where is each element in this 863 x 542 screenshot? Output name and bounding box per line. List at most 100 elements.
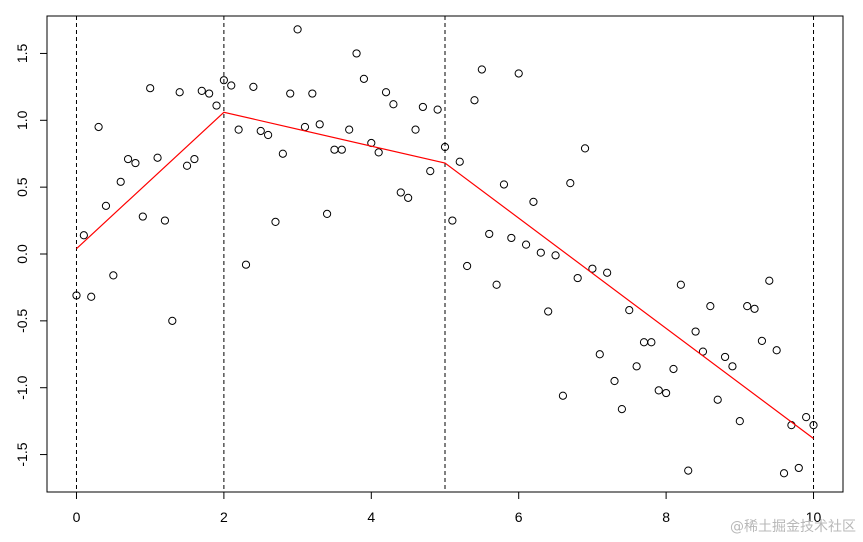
data-point [558, 391, 568, 400]
data-point [101, 201, 111, 210]
x-tick-label: 2 [220, 509, 228, 525]
x-tick-label: 4 [367, 509, 375, 525]
data-point [234, 125, 243, 134]
data-point [227, 81, 236, 90]
data-point [617, 405, 626, 414]
data-point [168, 316, 177, 325]
data-point [264, 130, 273, 140]
data-point [330, 145, 339, 154]
y-tick-label: 0.5 [14, 177, 30, 197]
x-tick-label: 10 [806, 509, 822, 525]
data-point [647, 338, 656, 347]
data-point [610, 376, 619, 386]
x-tick-label: 8 [662, 509, 670, 525]
data-point [440, 142, 450, 152]
y-tick-label: -0.5 [14, 309, 30, 333]
data-point [109, 271, 118, 280]
data-point [205, 89, 214, 98]
data-point [322, 209, 332, 218]
data-point [94, 122, 103, 132]
data-point [433, 105, 442, 114]
data-point [750, 304, 759, 313]
data-point [359, 74, 369, 83]
x-tick-label: 6 [515, 509, 523, 525]
data-point [249, 82, 258, 91]
data-point [529, 197, 538, 206]
data-point [735, 417, 744, 426]
y-tick-label: -1.0 [14, 375, 30, 399]
data-point [190, 154, 199, 164]
data-point [418, 102, 427, 112]
data-point [87, 292, 96, 301]
data-point [160, 216, 170, 225]
data-point [728, 362, 737, 371]
data-point [743, 302, 752, 311]
data-point [219, 76, 228, 85]
data-point [455, 157, 464, 166]
data-point [499, 180, 509, 189]
data-point [809, 421, 818, 430]
data-point [536, 248, 545, 257]
data-point [241, 260, 251, 269]
y-tick-label: 0.0 [14, 244, 30, 264]
data-point [212, 101, 221, 110]
data-point [603, 268, 612, 277]
data-point [315, 120, 324, 129]
data-point [720, 352, 730, 362]
data-point [514, 69, 523, 78]
data-point [352, 49, 361, 58]
data-point [551, 251, 560, 260]
data-point [706, 302, 715, 311]
data-point [580, 144, 590, 153]
data-point [485, 229, 494, 239]
data-point [662, 388, 671, 398]
data-point [182, 161, 192, 170]
fit-line [76, 111, 814, 439]
data-point [772, 346, 781, 355]
data-point [639, 338, 649, 347]
plot-content [72, 16, 818, 492]
data-point [676, 280, 685, 289]
y-tick-label: 1.5 [14, 43, 30, 63]
data-point [463, 261, 472, 271]
data-point [116, 177, 125, 186]
data-point [146, 84, 155, 93]
data-point [404, 193, 413, 202]
data-point [197, 86, 206, 95]
data-point [757, 336, 767, 346]
data-point [794, 463, 803, 473]
data-point [79, 231, 88, 240]
data-point [691, 327, 700, 336]
data-point [308, 89, 317, 98]
data-point [477, 65, 486, 74]
data-point [138, 212, 147, 221]
data-point [573, 273, 582, 283]
data-point [521, 240, 531, 249]
data-point [300, 122, 310, 132]
watermark: @稀土掘金技术社区 [730, 519, 856, 535]
data-point [779, 469, 789, 478]
data-point [595, 350, 604, 359]
data-point [426, 167, 435, 176]
data-point [381, 88, 391, 97]
data-point [175, 88, 184, 97]
y-tick-label: 1.0 [14, 110, 30, 130]
data-point [625, 306, 634, 315]
axes: 0 2 4 6 8 10 -1.5 -1.0 -0.5 0.0 0.5 1.0 1.5 [14, 43, 822, 525]
data-point [765, 276, 774, 285]
data-point [492, 280, 501, 289]
data-point [72, 291, 81, 300]
data-point [293, 25, 302, 34]
data-point [389, 100, 398, 109]
data-point [123, 154, 133, 164]
data-point [131, 158, 140, 168]
x-tick-label: 0 [73, 509, 81, 525]
data-point [278, 149, 287, 158]
data-point [271, 217, 280, 227]
data-point [256, 126, 265, 136]
data-point [153, 153, 162, 162]
data-point [411, 125, 420, 134]
data-point [713, 395, 722, 404]
data-point [470, 96, 479, 105]
